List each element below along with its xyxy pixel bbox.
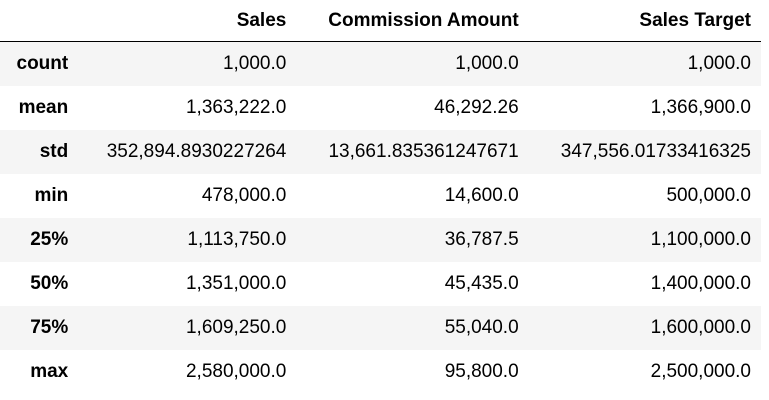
- column-header-sales-target: Sales Target: [528, 0, 761, 42]
- table-row: 75% 1,609,250.0 55,040.0 1,600,000.0: [0, 306, 761, 350]
- cell-sales: 1,609,250.0: [185, 317, 287, 338]
- statistics-table: Sales Commission Amount Sales Target cou…: [0, 0, 761, 394]
- cell-sales: 478,000.0: [201, 185, 287, 206]
- cell-commission-amount: 1,000.0: [455, 53, 519, 74]
- table-row: 25% 1,113,750.0 36,787.5 1,100,000.0: [0, 218, 761, 262]
- header-row: Sales Commission Amount Sales Target: [0, 0, 761, 42]
- cell-sales: 352,894.8930227264: [106, 141, 287, 162]
- cell-sales-target: 2,500,000.0: [650, 361, 751, 382]
- row-label: 25%: [30, 229, 69, 250]
- cell-commission-amount: 14,600.0: [444, 185, 519, 206]
- cell-sales: 1,000.0: [222, 53, 287, 74]
- row-label: mean: [18, 97, 69, 118]
- cell-commission-amount: 36,787.5: [444, 229, 519, 250]
- row-label: max: [30, 361, 69, 382]
- table-row: min 478,000.0 14,600.0 500,000.0: [0, 174, 761, 218]
- cell-sales-target: 1,600,000.0: [650, 317, 751, 338]
- cell-sales-target: 1,400,000.0: [650, 273, 751, 294]
- cell-sales: 1,351,000.0: [185, 273, 287, 294]
- table-body: count 1,000.0 1,000.0 1,000.0 mean 1,363…: [0, 41, 761, 394]
- table-row: std 352,894.8930227264 13,661.8353612476…: [0, 130, 761, 174]
- column-header-commission-amount: Commission Amount: [296, 0, 529, 42]
- index-header: [0, 0, 79, 42]
- table-row: count 1,000.0 1,000.0 1,000.0: [0, 41, 761, 86]
- row-label: 50%: [30, 273, 69, 294]
- cell-sales-target: 1,000.0: [687, 53, 751, 74]
- table-row: 50% 1,351,000.0 45,435.0 1,400,000.0: [0, 262, 761, 306]
- row-label: std: [39, 141, 69, 162]
- cell-sales: 1,113,750.0: [187, 229, 287, 250]
- cell-sales: 2,580,000.0: [185, 361, 287, 382]
- cell-sales-target: 500,000.0: [666, 185, 751, 206]
- row-label: min: [34, 185, 69, 206]
- table-row: max 2,580,000.0 95,800.0 2,500,000.0: [0, 350, 761, 394]
- cell-commission-amount: 55,040.0: [444, 317, 519, 338]
- table-header: Sales Commission Amount Sales Target: [0, 0, 761, 42]
- cell-sales: 1,363,222.0: [185, 97, 287, 118]
- table-row: mean 1,363,222.0 46,292.26 1,366,900.0: [0, 86, 761, 130]
- cell-sales-target: 347,556.01733416325: [560, 141, 751, 162]
- cell-sales-target: 1,366,900.0: [650, 97, 751, 118]
- cell-commission-amount: 46,292.26: [434, 97, 519, 118]
- cell-sales-target: 1,100,000.0: [650, 229, 751, 250]
- row-label: count: [16, 53, 69, 74]
- cell-commission-amount: 13,661.835361247671: [328, 141, 519, 162]
- row-label: 75%: [30, 317, 69, 338]
- cell-commission-amount: 95,800.0: [444, 361, 519, 382]
- cell-commission-amount: 45,435.0: [444, 273, 519, 294]
- column-header-sales: Sales: [78, 0, 297, 42]
